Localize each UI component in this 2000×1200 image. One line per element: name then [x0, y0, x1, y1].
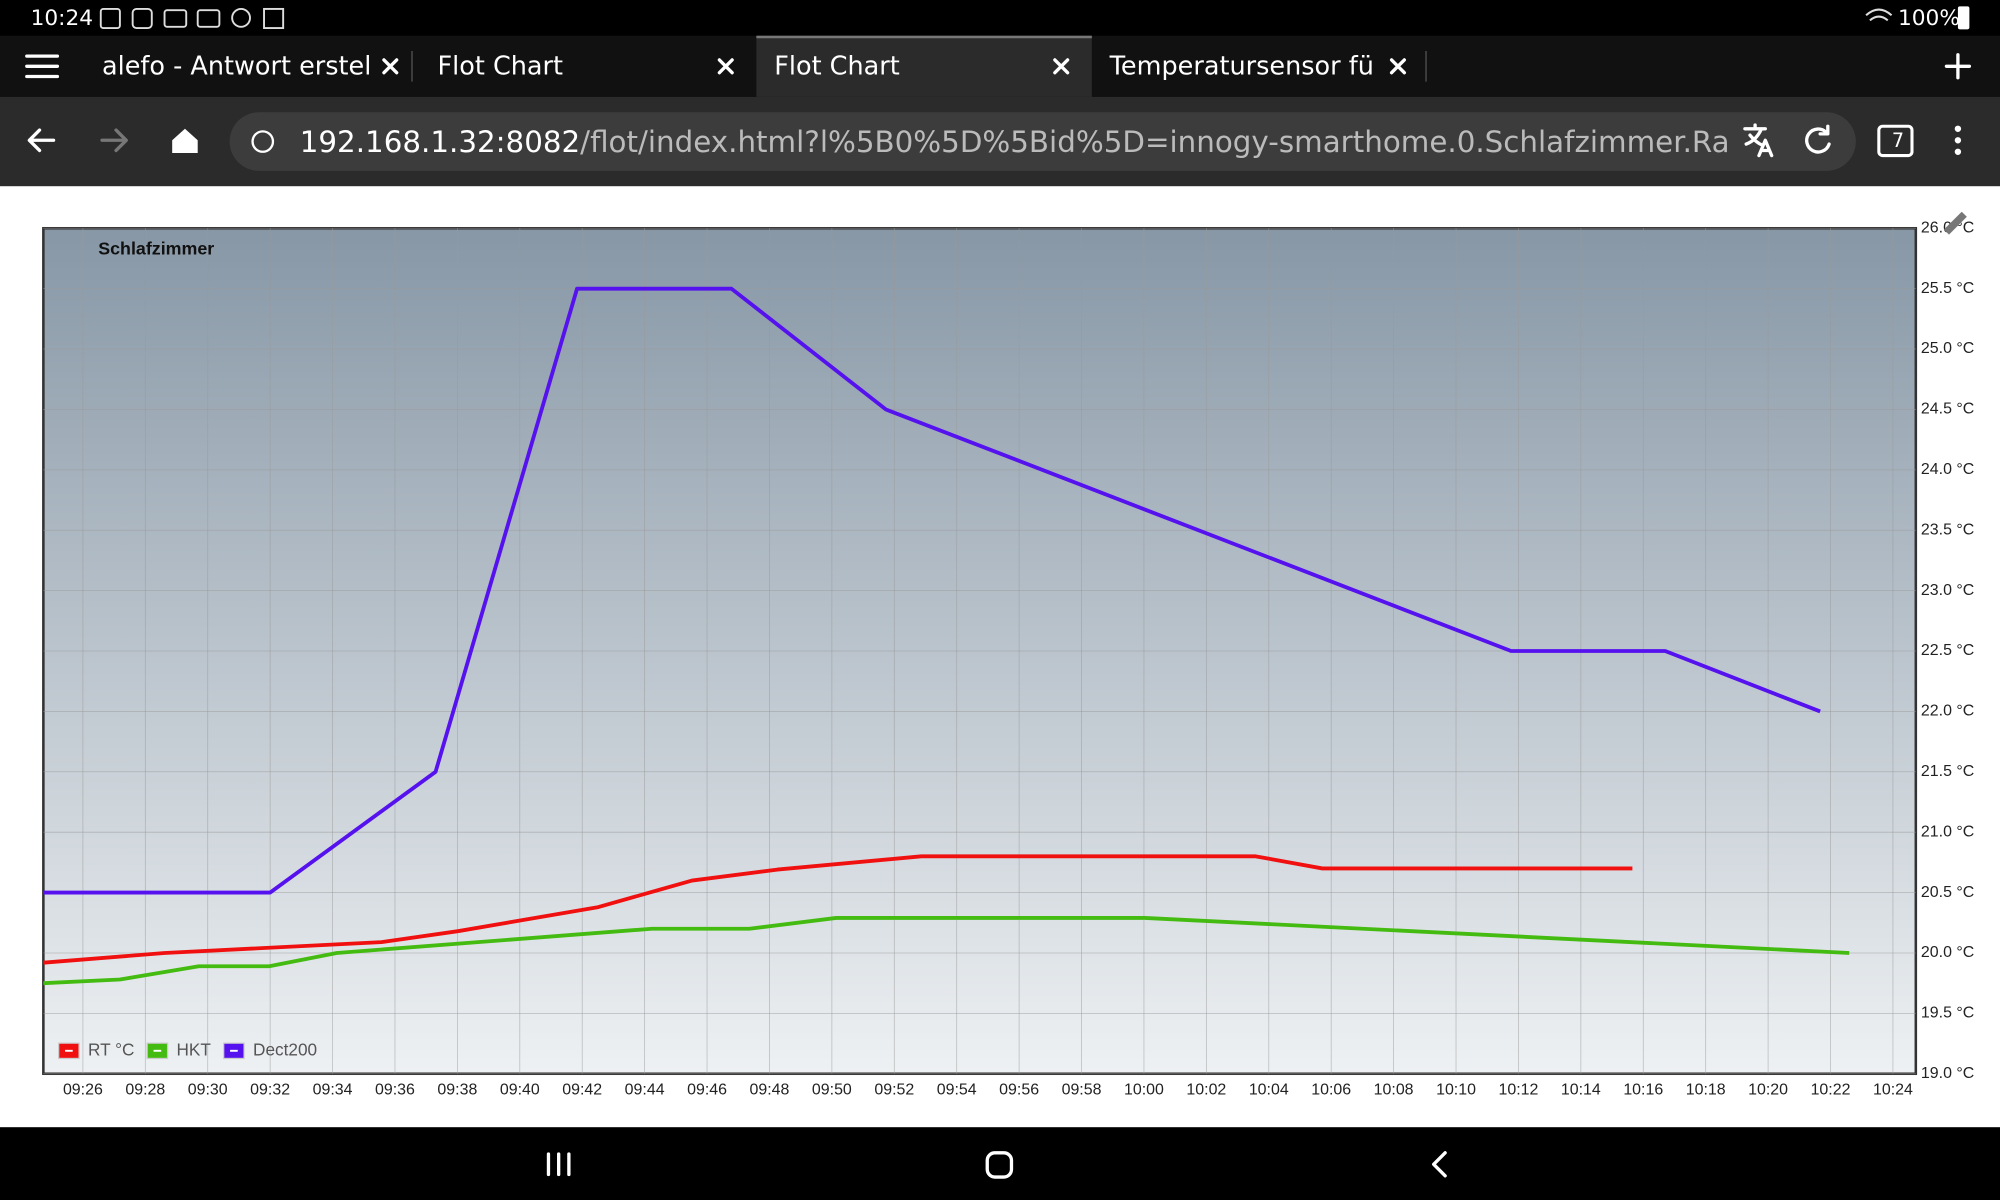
y-tick-label: 25.0 °C — [1921, 340, 1974, 357]
url-host: 192.168.1.32:8082 — [300, 124, 580, 158]
y-tick-label: 19.0 °C — [1921, 1065, 1974, 1082]
x-tick-label: 10:04 — [1249, 1082, 1289, 1099]
data-line — [43, 854, 1633, 965]
battery-text: 100% — [1898, 6, 1960, 31]
y-tick-label: 20.5 °C — [1921, 884, 1974, 901]
x-tick-label: 09:44 — [625, 1082, 665, 1099]
battery-icon — [1957, 6, 1970, 30]
home-button[interactable] — [172, 128, 198, 154]
tab-close[interactable] — [717, 58, 734, 75]
x-tick-label: 10:06 — [1311, 1082, 1351, 1099]
y-tick-label: 21.0 °C — [1921, 823, 1974, 840]
recent-apps-button[interactable] — [546, 1152, 571, 1177]
y-tick-label: 22.5 °C — [1921, 642, 1974, 659]
address-bar[interactable] — [229, 112, 1856, 171]
y-tick-label: 23.5 °C — [1921, 521, 1974, 538]
x-tick-label: 09:52 — [874, 1082, 914, 1099]
legend-label: Dect200 — [253, 1039, 317, 1059]
x-tick-label: 10:14 — [1561, 1082, 1601, 1099]
y-tick-label: 21.5 °C — [1921, 763, 1974, 780]
tab-count: 7 — [1892, 129, 1904, 152]
edit-button[interactable] — [1943, 211, 1967, 235]
x-tick-label: 09:30 — [188, 1082, 228, 1099]
x-tick-label: 09:58 — [1062, 1082, 1102, 1099]
tab-switcher[interactable] — [1877, 124, 1914, 158]
x-tick-label: 09:38 — [437, 1082, 477, 1099]
tab-title: Temperatursensor für — [1109, 52, 1385, 82]
x-tick-label: 10:12 — [1498, 1082, 1538, 1099]
home-nav-button[interactable] — [985, 1151, 1014, 1179]
y-tick-label: 22.0 °C — [1921, 703, 1974, 720]
tab[interactable]: Flot Chart — [437, 52, 734, 82]
reload-button[interactable] — [1805, 124, 1831, 154]
x-tick-label: 10:20 — [1748, 1082, 1788, 1099]
url-path: /flot/index.html?l%5B0%5D%5Bid%5D=innogy… — [580, 124, 1856, 158]
y-tick-label: 23.0 °C — [1921, 582, 1974, 599]
tab-menu-button[interactable] — [25, 54, 60, 79]
y-tick-label: 24.0 °C — [1921, 461, 1974, 478]
tab-close[interactable] — [1053, 58, 1070, 75]
y-tick-label: 24.5 °C — [1921, 401, 1974, 418]
site-info-icon[interactable] — [251, 130, 275, 153]
back-button[interactable] — [27, 128, 56, 153]
y-tick-label: 19.5 °C — [1921, 1005, 1974, 1022]
x-tick-label: 10:02 — [1186, 1082, 1226, 1099]
chart: 19.0 °C 19.5 °C 20.0 °C 20.5 °C 21.0 °C 21.5 … — [43, 219, 1974, 1099]
tab-close[interactable] — [382, 58, 399, 75]
url: 192.168.1.32:8082/flot/index.html?l%5B0%… — [300, 124, 1857, 158]
x-tick-label: 10:08 — [1374, 1082, 1414, 1099]
active-tab[interactable]: Flot Chart — [756, 35, 1092, 97]
tab-close[interactable] — [1389, 58, 1406, 75]
x-tick-label: 10:10 — [1436, 1082, 1476, 1099]
x-tick-label: 09:54 — [937, 1082, 977, 1099]
nav-bar — [0, 1127, 2000, 1200]
new-tab-button[interactable] — [1944, 53, 1972, 80]
x-tick-label: 10:00 — [1124, 1082, 1164, 1099]
tab-title: Flot Chart — [437, 52, 563, 82]
x-tick-label: 09:26 — [63, 1082, 103, 1099]
chart-title: Schlafzimmer — [98, 239, 214, 259]
tab-title: alefo - Antwort erstellen — [102, 52, 410, 82]
legend: RT °C HKT Dect200 — [58, 1039, 317, 1059]
x-tick-label: 09:36 — [375, 1082, 415, 1099]
tab-title: Flot Chart — [774, 52, 900, 82]
wifi-icon — [1865, 8, 1893, 22]
x-tick-label: 09:28 — [125, 1082, 165, 1099]
y-tick-label: 25.5 °C — [1921, 280, 1974, 297]
y-tick-label: 20.0 °C — [1921, 944, 1974, 961]
data-line — [43, 286, 1821, 895]
status-time: 10:24 — [31, 6, 93, 31]
forward-button[interactable] — [100, 128, 128, 153]
x-tick-label: 09:40 — [500, 1082, 540, 1099]
x-tick-label: 10:22 — [1811, 1082, 1851, 1099]
x-tick-label: 10:18 — [1686, 1082, 1726, 1099]
translate-button[interactable] — [1743, 123, 1774, 158]
x-tick-label: 09:46 — [687, 1082, 727, 1099]
x-tick-label: 10:16 — [1623, 1082, 1663, 1099]
x-tick-label: 10:24 — [1873, 1082, 1913, 1099]
grid — [43, 227, 1916, 1075]
legend-label: RT °C — [88, 1039, 134, 1059]
x-tick-label: 09:56 — [999, 1082, 1039, 1099]
status-icons — [99, 7, 285, 30]
status-bar — [0, 0, 2000, 36]
browser-menu[interactable] — [1954, 125, 1962, 155]
x-tick-label: 09:42 — [562, 1082, 602, 1099]
tab[interactable]: alefo - Antwort erstellen — [102, 52, 410, 82]
x-tick-label: 09:50 — [812, 1082, 852, 1099]
data-line — [43, 916, 1850, 986]
legend-label: HKT — [177, 1039, 212, 1059]
x-tick-label: 09:34 — [313, 1082, 353, 1099]
x-tick-label: 09:32 — [250, 1082, 290, 1099]
x-tick-label: 09:48 — [750, 1082, 790, 1099]
tab[interactable]: Temperatursensor für — [1109, 52, 1406, 82]
back-nav-button[interactable] — [1432, 1151, 1447, 1178]
